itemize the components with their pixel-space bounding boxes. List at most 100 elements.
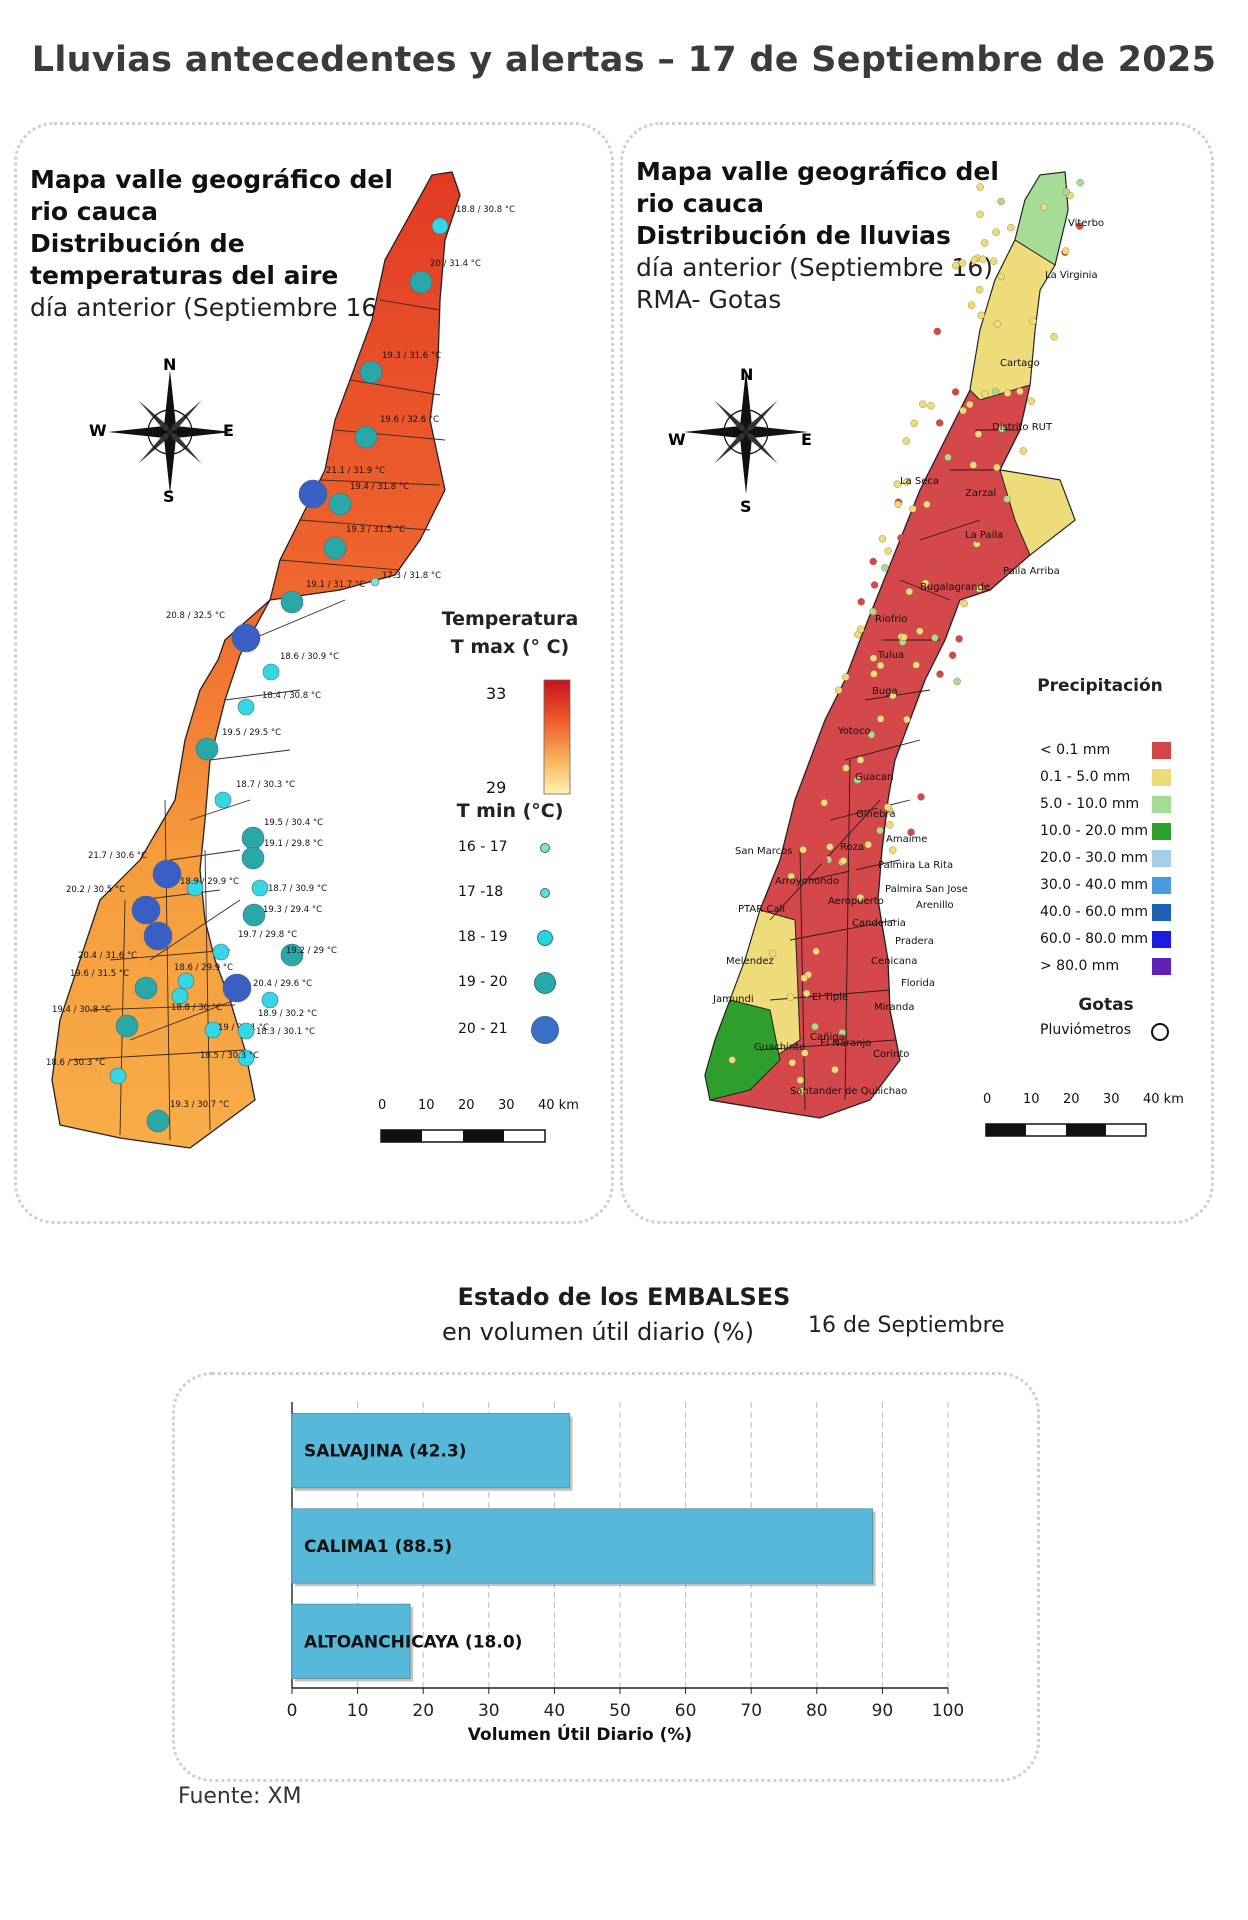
rain-dot (864, 840, 872, 849)
rain-dot (796, 1076, 805, 1084)
compass-w: W (89, 421, 107, 440)
rain-dot (802, 989, 811, 998)
rain-dot (979, 255, 987, 263)
rain-dot (1027, 397, 1035, 405)
rain-dot (923, 500, 931, 509)
x-tick-label: 70 (740, 1701, 762, 1721)
station-marker (222, 973, 252, 1003)
station-label: 18.8 / 30 °C (171, 1003, 222, 1013)
title-line-1: Mapa valle geográfico del (30, 165, 393, 194)
bar-label: SALVAJINA (42.3) (304, 1442, 467, 1462)
rain-dot (931, 634, 939, 642)
rain-dot (884, 547, 892, 555)
station-label: 18.9 / 29.9 °C (180, 877, 239, 887)
rain-dot (902, 437, 910, 445)
rain-dot (969, 461, 977, 469)
rain-dot (820, 857, 829, 865)
station-marker (237, 1049, 255, 1067)
rain-dot (1016, 387, 1024, 396)
station-label: 21.7 / 30.6 °C (88, 851, 147, 861)
station-marker (431, 217, 449, 235)
rain-dot (894, 500, 902, 509)
scale-bar (380, 1129, 546, 1143)
rain-dot (974, 535, 982, 543)
rain-dot (936, 670, 944, 678)
station-marker (359, 360, 383, 384)
rain-dot (975, 585, 983, 593)
station-marker (370, 577, 380, 587)
station-label: 19.4 / 30.8 °C (52, 1005, 111, 1015)
precip-legend-title: Precipitación (1037, 676, 1163, 696)
tmin-legend-swatch (534, 972, 556, 994)
rain-dot (933, 327, 941, 336)
rain-dot (955, 635, 963, 643)
precip-legend-swatch (1152, 931, 1171, 948)
rain-dot (820, 799, 828, 807)
rain-dot (990, 528, 998, 536)
rain-dot (856, 625, 865, 633)
x-axis-label: Volumen Útil Diario (%) (468, 1723, 692, 1745)
town-label: Riofrio (875, 614, 907, 625)
precip-legend-swatch (1152, 769, 1171, 786)
rain-dot (857, 598, 865, 606)
tmax-legend-title: Temperatura T max (° C) (441, 608, 579, 658)
rain-dot (831, 1065, 839, 1074)
page-title: Lluvias antecedentes y alertas – 17 de S… (31, 40, 1217, 80)
rain-dot (905, 587, 913, 596)
rain-dot (869, 607, 877, 616)
r-title-line-1: Mapa valle geográfico del (636, 157, 999, 186)
r-title-line-2: rio cauca (636, 189, 764, 218)
station-label: 19.3 / 31.5 °C (346, 525, 405, 535)
precip-legend-swatch (1152, 742, 1171, 759)
precip-legend-swatch (1152, 958, 1171, 975)
station-label: 18.6 / 30.9 °C (280, 652, 339, 662)
town-label: Ginebra (856, 809, 896, 820)
rain-dot (867, 731, 876, 739)
station-markers: 18.8 / 30.8 °C 20 / 31.4 °C 19.3 / 31.6 °C… (46, 205, 515, 1133)
station-marker (328, 492, 352, 516)
rain-dot (884, 803, 892, 811)
station-label: 17.3 / 31.8 °C (382, 571, 441, 581)
precip-legend-swatch (1152, 823, 1171, 840)
rain-dot (977, 311, 985, 319)
precip-legend-label: 40.0 - 60.0 mm (1040, 904, 1149, 920)
town-label: Palmira La Rita (878, 860, 953, 871)
station-marker (115, 1014, 139, 1038)
scale-label: 40 km (538, 1098, 579, 1113)
rain-dot (874, 635, 883, 643)
rain-dot (951, 388, 960, 396)
rain-dot (797, 1087, 806, 1095)
precip-legend-label: 5.0 - 10.0 mm (1040, 796, 1140, 812)
rain-dot (909, 505, 917, 513)
rain-dot (800, 974, 808, 982)
rain-dot (1003, 389, 1012, 397)
rain-dot (998, 425, 1006, 433)
rain-dot (1062, 187, 1070, 196)
station-label: 20.2 / 30.5 °C (66, 885, 125, 895)
town-label: Florida (901, 978, 935, 989)
station-marker (261, 991, 279, 1009)
gotas-label: Pluviómetros (1040, 1022, 1131, 1038)
rain-dot (787, 872, 795, 881)
station-marker (354, 425, 378, 449)
rain-dot (970, 256, 978, 264)
rain-dot (889, 846, 897, 854)
rain-dot (1076, 222, 1084, 230)
station-label: 19.1 / 31.7 °C (306, 580, 365, 590)
rain-dot (876, 826, 884, 835)
x-tick-label: 0 (287, 1701, 298, 1721)
scale-label: 0 (983, 1092, 992, 1107)
x-tick-label: 20 (412, 1701, 434, 1721)
reservoirs-title: Estado de los EMBALSES (457, 1283, 791, 1311)
station-label: 20.4 / 29.6 °C (253, 979, 312, 989)
precip-legend-label: 20.0 - 30.0 mm (1040, 850, 1149, 866)
x-tick-label: 90 (872, 1701, 894, 1721)
station-label: 18.3 / 30.1 °C (256, 1027, 315, 1037)
rain-dot (943, 523, 951, 531)
town-label: Buga (872, 686, 898, 697)
rain-dot (991, 387, 1000, 396)
town-label: Amaime (886, 834, 927, 845)
town-label: El Tiple (812, 992, 848, 1003)
rain-dot (990, 257, 998, 265)
rain-dot (1076, 178, 1084, 187)
